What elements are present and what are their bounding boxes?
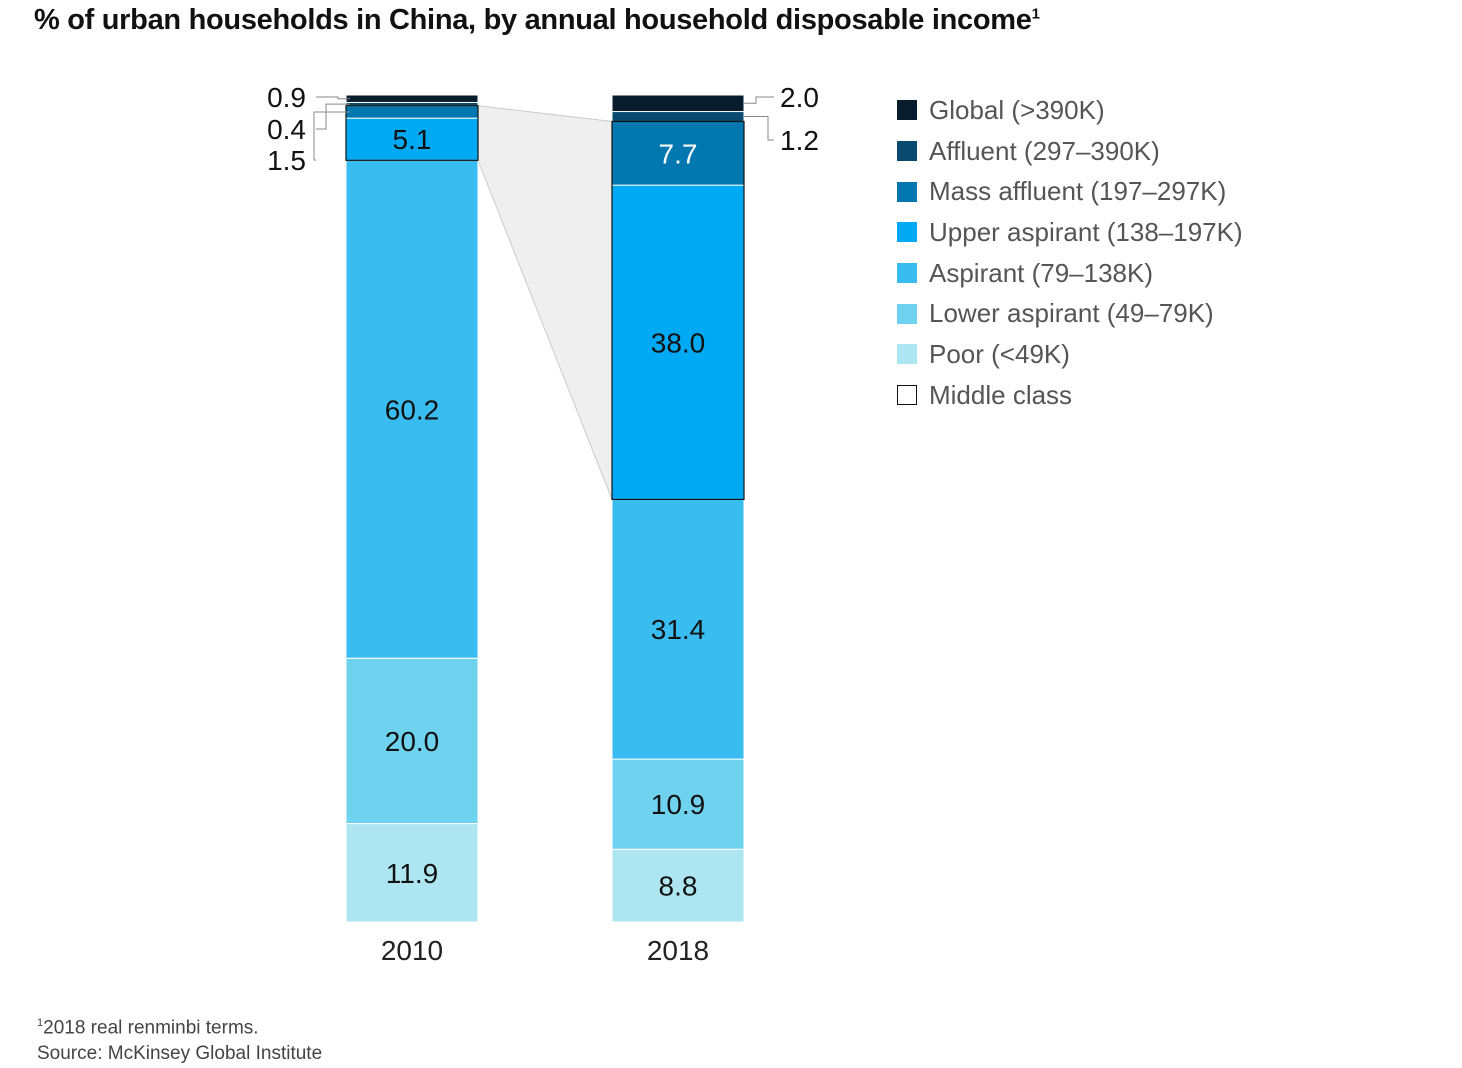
legend-swatch [897, 303, 917, 324]
bar-segment [345, 159, 479, 659]
legend-label: Middle class [929, 379, 1073, 410]
legend-item: Aspirant (79–138K) [897, 253, 1243, 294]
data-label: 1.5 [267, 145, 306, 176]
legend-item: Poor (<49K) [897, 334, 1243, 375]
x-tick-label: 2010 [381, 935, 443, 966]
data-label: 2.0 [780, 82, 819, 113]
bar-segment [345, 657, 479, 825]
legend-swatch [897, 141, 917, 162]
legend-label: Mass affluent (197–297K) [929, 176, 1227, 207]
footnote: 12018 real renminbi terms. Source: McKin… [37, 1010, 322, 1067]
legend-swatch [897, 385, 917, 406]
middle-class-outline [611, 120, 745, 501]
bar-segment [345, 94, 479, 103]
legend: Global (>390K) Affluent (297–390K) Mass af… [897, 90, 1243, 416]
data-label: 10.9 [651, 789, 706, 820]
leader-line [744, 116, 774, 141]
legend-swatch [897, 100, 917, 121]
x-tick-label: 2018 [647, 935, 709, 966]
legend-swatch [897, 181, 917, 202]
bar-segment [611, 848, 745, 923]
bar-segment [345, 823, 479, 923]
legend-label: Global (>390K) [929, 94, 1105, 125]
legend-item: Middle class [897, 375, 1243, 416]
data-label: 5.1 [393, 124, 432, 155]
chart-title: % of urban households in China, by annua… [34, 4, 1040, 36]
legend-swatch [897, 263, 917, 284]
bar-segment [611, 94, 745, 113]
leader-line [744, 96, 774, 104]
legend-item: Upper aspirant (138–197K) [897, 212, 1243, 253]
data-label: 8.8 [659, 871, 698, 902]
bar-segment [611, 184, 745, 500]
data-label: 60.2 [385, 394, 440, 425]
bar-segment [611, 111, 745, 122]
legend-label: Lower aspirant (49–79K) [929, 298, 1214, 329]
middle-class-outline [345, 105, 479, 161]
legend-swatch [897, 344, 917, 365]
legend-label: Poor (<49K) [929, 338, 1070, 369]
legend-item: Affluent (297–390K) [897, 131, 1243, 172]
data-label: 0.4 [267, 114, 306, 145]
data-label: 11.9 [386, 858, 438, 889]
data-label: 0.9 [267, 82, 306, 113]
bar-segment [345, 105, 479, 119]
legend-label: Affluent (297–390K) [929, 135, 1160, 166]
leader-line [316, 103, 350, 130]
legend-label: Aspirant (79–138K) [929, 257, 1154, 288]
bar-segment [611, 498, 745, 760]
legend-item: Global (>390K) [897, 90, 1243, 131]
middle-class-connector [477, 105, 613, 500]
leader-line [313, 111, 350, 161]
legend-item: Lower aspirant (49–79K) [897, 293, 1243, 334]
data-label: 7.7 [659, 138, 698, 169]
data-label: 38.0 [651, 327, 706, 358]
bar-segment [611, 758, 745, 850]
legend-item: Mass affluent (197–297K) [897, 171, 1243, 212]
legend-swatch [897, 222, 917, 243]
source: Source: McKinsey Global Institute [37, 1043, 323, 1065]
data-label: 31.4 [651, 614, 706, 645]
data-label: 20.0 [385, 726, 440, 757]
legend-label: Upper aspirant (138–197K) [929, 216, 1243, 247]
data-label: 1.2 [780, 125, 819, 156]
leader-line [316, 96, 350, 100]
